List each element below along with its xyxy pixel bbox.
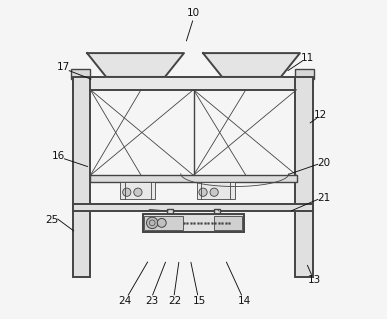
Bar bbox=[295, 77, 313, 277]
Bar bbox=[71, 69, 90, 78]
Circle shape bbox=[123, 188, 131, 196]
Text: 23: 23 bbox=[146, 296, 159, 306]
Text: 21: 21 bbox=[317, 193, 330, 203]
Text: 24: 24 bbox=[118, 296, 132, 306]
Text: 22: 22 bbox=[168, 296, 181, 306]
Bar bbox=[120, 182, 156, 199]
Circle shape bbox=[210, 188, 218, 196]
Bar bbox=[73, 77, 90, 277]
Text: 14: 14 bbox=[238, 296, 251, 306]
Circle shape bbox=[199, 188, 207, 196]
Text: 13: 13 bbox=[308, 275, 321, 285]
Text: 20: 20 bbox=[317, 158, 330, 168]
Circle shape bbox=[134, 188, 142, 196]
Text: 25: 25 bbox=[46, 215, 59, 225]
Text: 12: 12 bbox=[314, 110, 327, 120]
Bar bbox=[214, 216, 242, 230]
Bar bbox=[73, 204, 313, 211]
Bar bbox=[73, 77, 313, 90]
Text: 16: 16 bbox=[52, 151, 65, 161]
Bar bbox=[166, 209, 173, 230]
Text: 11: 11 bbox=[301, 53, 315, 63]
Polygon shape bbox=[203, 53, 300, 77]
Polygon shape bbox=[87, 53, 184, 77]
Bar bbox=[143, 214, 244, 232]
Circle shape bbox=[147, 217, 158, 229]
Bar bbox=[214, 209, 221, 230]
Text: 17: 17 bbox=[57, 63, 70, 72]
Bar bbox=[197, 182, 235, 199]
Circle shape bbox=[157, 219, 166, 227]
Bar bbox=[90, 175, 297, 182]
Text: 15: 15 bbox=[193, 296, 207, 306]
Text: 10: 10 bbox=[187, 8, 200, 19]
Bar bbox=[144, 216, 183, 230]
Bar bbox=[295, 69, 314, 78]
